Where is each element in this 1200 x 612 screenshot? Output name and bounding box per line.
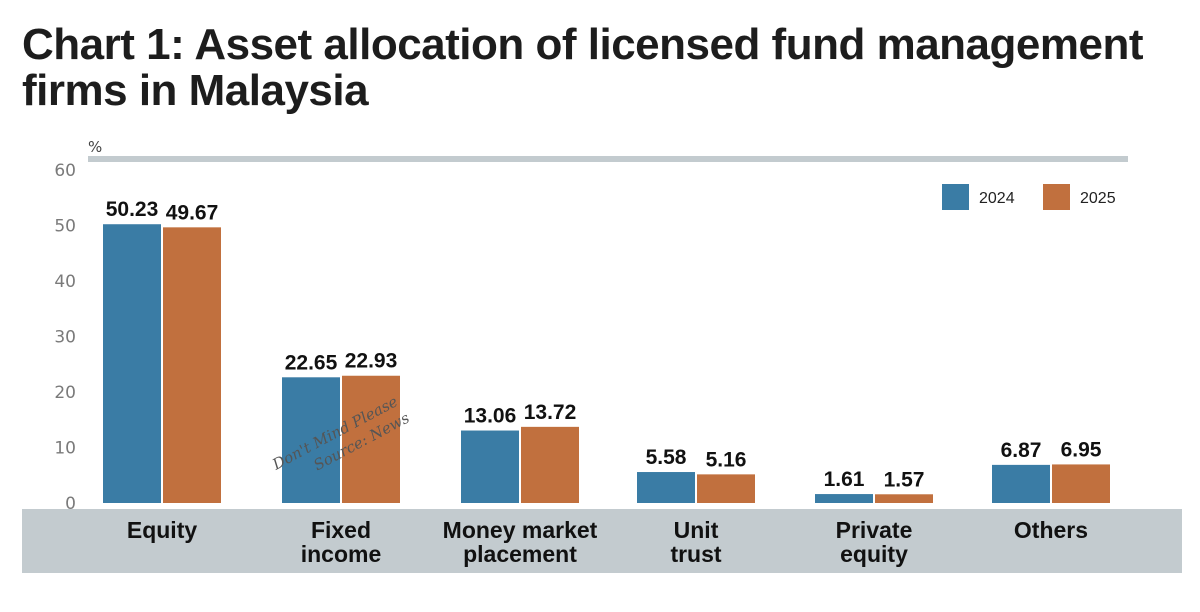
category-band bbox=[22, 509, 1182, 573]
data-label: 22.65 bbox=[285, 351, 338, 374]
y-tick-label: 20 bbox=[54, 383, 76, 403]
bar-2025-4 bbox=[875, 494, 933, 503]
data-label: 22.93 bbox=[345, 350, 398, 373]
y-tick-label: 60 bbox=[54, 161, 76, 181]
bar-2025-1 bbox=[342, 375, 400, 503]
bar-2025-3 bbox=[697, 474, 755, 503]
data-label: 6.95 bbox=[1061, 438, 1102, 461]
legend-swatch-2025 bbox=[1043, 184, 1070, 210]
category-label: income bbox=[301, 541, 382, 567]
legend-swatch-2024 bbox=[942, 184, 969, 210]
category-label: placement bbox=[463, 541, 577, 567]
chart-title: Chart 1: Asset allocation of licensed fu… bbox=[22, 20, 1143, 115]
bar-2024-1 bbox=[282, 377, 340, 503]
y-tick-label: 50 bbox=[54, 217, 76, 237]
y-tick-label: 0 bbox=[65, 494, 76, 514]
category-label: Private bbox=[836, 517, 913, 543]
category-label: Unit bbox=[674, 517, 719, 543]
data-label: 50.23 bbox=[106, 198, 159, 221]
y-tick-label: 30 bbox=[54, 328, 76, 348]
category-label: trust bbox=[670, 541, 721, 567]
data-label: 49.67 bbox=[166, 201, 219, 224]
bar-2024-5 bbox=[992, 464, 1050, 503]
data-label: 13.06 bbox=[464, 405, 517, 428]
legend: 2024 2025 bbox=[942, 184, 1116, 210]
data-label: 1.57 bbox=[884, 468, 925, 491]
data-label: 6.87 bbox=[1001, 439, 1042, 462]
data-labels: 50.23 22.65 13.06 5.58 1.61 6.87 49.67 22.93 13.… bbox=[106, 198, 1102, 491]
y-tick-label: 40 bbox=[54, 272, 76, 292]
data-label: 13.72 bbox=[524, 401, 577, 424]
y-tick-label: 10 bbox=[54, 439, 76, 459]
category-label: Others bbox=[1014, 517, 1088, 543]
category-label: Equity bbox=[127, 517, 197, 543]
bar-2024-3 bbox=[637, 472, 695, 503]
bar-2025-5 bbox=[1052, 464, 1110, 503]
legend-label-2024: 2024 bbox=[979, 190, 1015, 207]
category-label: equity bbox=[840, 541, 908, 567]
bar-group bbox=[103, 224, 1110, 504]
data-label: 1.61 bbox=[824, 468, 865, 491]
bar-2025-0 bbox=[163, 227, 221, 504]
bar-2025-2 bbox=[521, 426, 579, 503]
bar-2024-0 bbox=[103, 224, 161, 503]
y-axis: 0 10 20 30 40 50 60 bbox=[54, 161, 76, 514]
data-label: 5.58 bbox=[646, 446, 687, 469]
top-rule bbox=[88, 156, 1128, 162]
y-unit-label: % bbox=[88, 138, 102, 156]
bar-2024-2 bbox=[461, 430, 519, 503]
legend-label-2025: 2025 bbox=[1080, 190, 1116, 207]
bar-2024-4 bbox=[815, 494, 873, 503]
data-label: 5.16 bbox=[706, 448, 747, 471]
category-label: Fixed bbox=[311, 517, 371, 543]
category-label: Money market bbox=[443, 517, 598, 543]
